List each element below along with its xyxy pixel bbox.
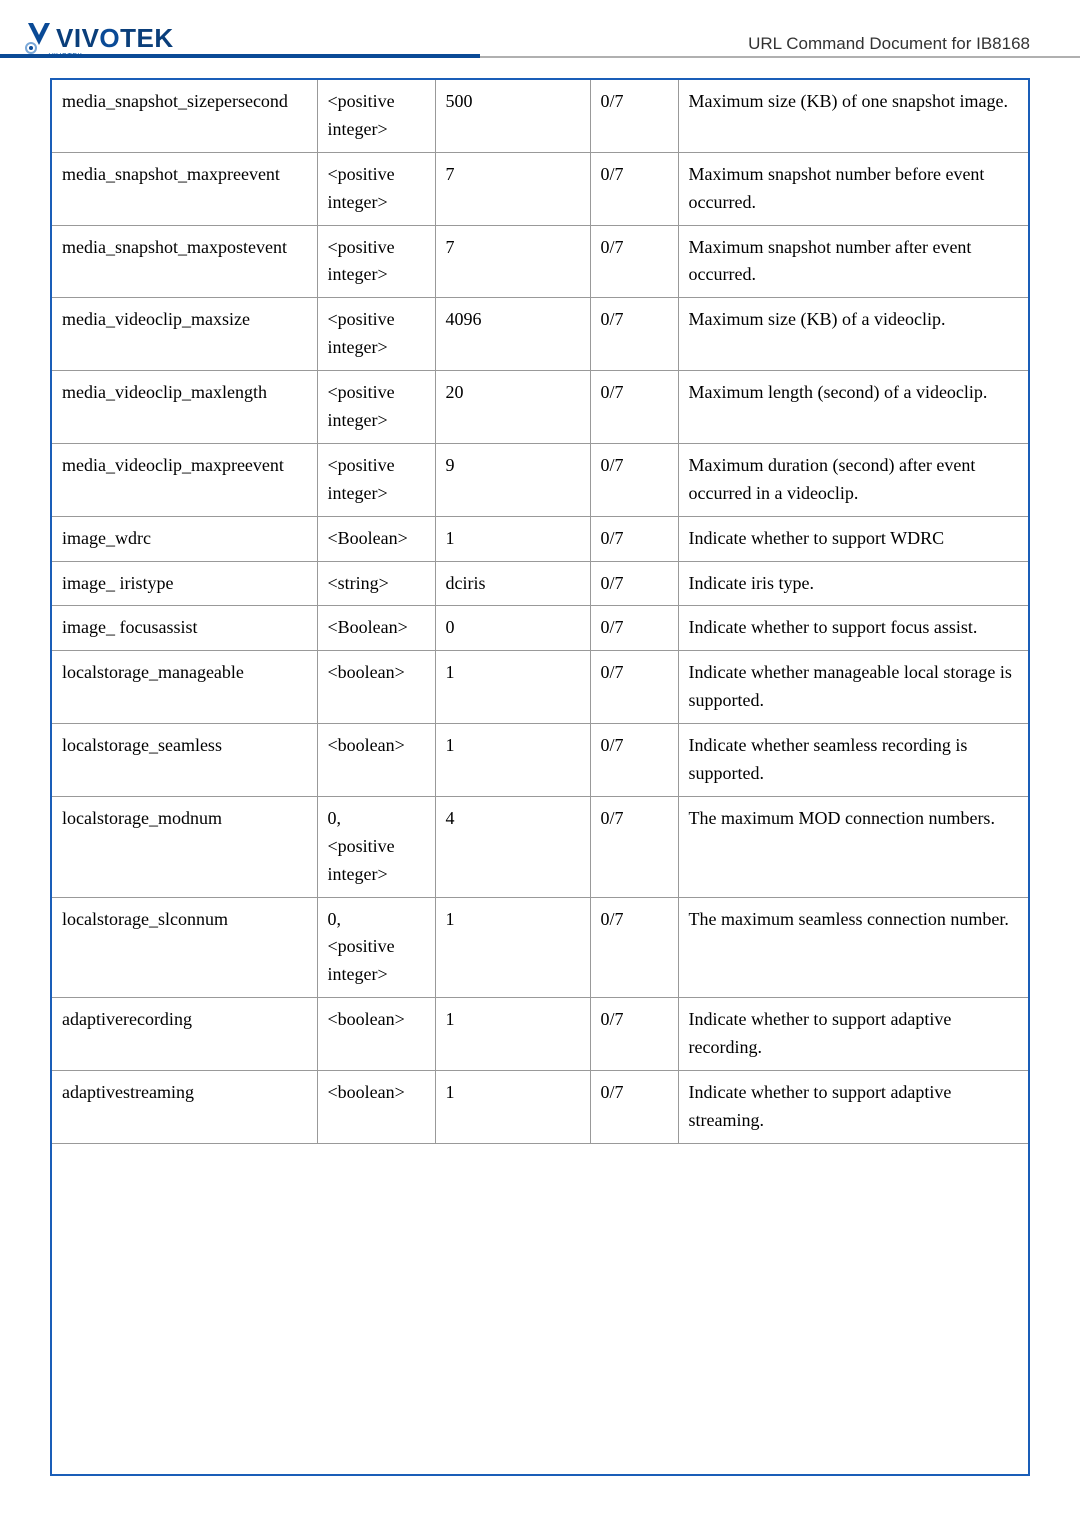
table-row: image_ focusassist<Boolean>00/7Indicate … bbox=[52, 606, 1028, 651]
param-security: 0/7 bbox=[590, 606, 678, 651]
param-default: 9 bbox=[435, 443, 590, 516]
table-row: localstorage_modnum0,<positive integer>4… bbox=[52, 796, 1028, 897]
table-row: media_videoclip_maxpreevent<positive int… bbox=[52, 443, 1028, 516]
param-security: 0/7 bbox=[590, 1071, 678, 1144]
param-security: 0/7 bbox=[590, 561, 678, 606]
table-row: image_ iristype<string>dciris0/7Indicate… bbox=[52, 561, 1028, 606]
param-security: 0/7 bbox=[590, 371, 678, 444]
param-desc: Indicate iris type. bbox=[678, 561, 1028, 606]
page-footer: User's Manual - 239 bbox=[905, 1489, 1030, 1505]
param-default: 1 bbox=[435, 516, 590, 561]
table-row: media_snapshot_maxpostevent<positive int… bbox=[52, 225, 1028, 298]
param-desc: Maximum size (KB) of one snapshot image. bbox=[678, 80, 1028, 152]
param-security: 0/7 bbox=[590, 443, 678, 516]
table-row: localstorage_manageable<boolean>10/7Indi… bbox=[52, 651, 1028, 724]
param-name: media_snapshot_maxpostevent bbox=[52, 225, 317, 298]
table-row: localstorage_seamless<boolean>10/7Indica… bbox=[52, 724, 1028, 797]
param-security: 0/7 bbox=[590, 724, 678, 797]
param-security: 0/7 bbox=[590, 796, 678, 897]
param-desc: Maximum size (KB) of a videoclip. bbox=[678, 298, 1028, 371]
table-row: adaptiverecording<boolean>10/7Indicate w… bbox=[52, 998, 1028, 1071]
param-desc: Indicate whether to support WDRC bbox=[678, 516, 1028, 561]
table-row: image_wdrc<Boolean>10/7Indicate whether … bbox=[52, 516, 1028, 561]
param-type: <positive integer> bbox=[317, 152, 435, 225]
param-type: <positive integer> bbox=[317, 80, 435, 152]
param-name: adaptiverecording bbox=[52, 998, 317, 1071]
param-desc: Indicate whether to support adaptive str… bbox=[678, 1071, 1028, 1144]
param-name: media_videoclip_maxlength bbox=[52, 371, 317, 444]
param-desc: Maximum snapshot number before event occ… bbox=[678, 152, 1028, 225]
param-name: adaptivestreaming bbox=[52, 1071, 317, 1144]
param-type: <boolean> bbox=[317, 724, 435, 797]
logo-mark-icon bbox=[25, 21, 53, 55]
param-desc: The maximum seamless connection number. bbox=[678, 897, 1028, 998]
param-desc: Indicate whether to support focus assist… bbox=[678, 606, 1028, 651]
param-name: image_ focusassist bbox=[52, 606, 317, 651]
logo: VIVOTEK bbox=[25, 21, 174, 55]
param-security: 0/7 bbox=[590, 152, 678, 225]
param-type: <boolean> bbox=[317, 1071, 435, 1144]
param-desc: Indicate whether manageable local storag… bbox=[678, 651, 1028, 724]
param-name: media_videoclip_maxsize bbox=[52, 298, 317, 371]
param-default: 1 bbox=[435, 998, 590, 1071]
param-default: 500 bbox=[435, 80, 590, 152]
param-type: <Boolean> bbox=[317, 606, 435, 651]
param-default: 1 bbox=[435, 1071, 590, 1144]
param-security: 0/7 bbox=[590, 298, 678, 371]
param-default: 1 bbox=[435, 724, 590, 797]
param-type: <boolean> bbox=[317, 651, 435, 724]
content-frame: media_snapshot_sizepersecond<positive in… bbox=[50, 78, 1030, 1476]
param-name: media_snapshot_maxpreevent bbox=[52, 152, 317, 225]
param-desc: Indicate whether to support adaptive rec… bbox=[678, 998, 1028, 1071]
param-default: 20 bbox=[435, 371, 590, 444]
header-divider bbox=[0, 56, 1080, 58]
page-header: VIVOTEK www.VIVOTEK.com URL Command Docu… bbox=[0, 0, 1080, 60]
param-type: <positive integer> bbox=[317, 443, 435, 516]
logo-text: VIVOTEK bbox=[56, 23, 174, 54]
table-row: localstorage_slconnum0,<positive integer… bbox=[52, 897, 1028, 998]
param-name: media_videoclip_maxpreevent bbox=[52, 443, 317, 516]
param-security: 0/7 bbox=[590, 651, 678, 724]
param-desc: Maximum length (second) of a videoclip. bbox=[678, 371, 1028, 444]
param-security: 0/7 bbox=[590, 80, 678, 152]
param-type: <Boolean> bbox=[317, 516, 435, 561]
param-default: 1 bbox=[435, 897, 590, 998]
param-desc: The maximum MOD connection numbers. bbox=[678, 796, 1028, 897]
param-name: image_wdrc bbox=[52, 516, 317, 561]
table-row: media_snapshot_maxpreevent<positive inte… bbox=[52, 152, 1028, 225]
param-name: localstorage_modnum bbox=[52, 796, 317, 897]
param-type: <positive integer> bbox=[317, 225, 435, 298]
param-default: 4 bbox=[435, 796, 590, 897]
param-type: 0,<positive integer> bbox=[317, 796, 435, 897]
param-desc: Maximum duration (second) after event oc… bbox=[678, 443, 1028, 516]
param-security: 0/7 bbox=[590, 516, 678, 561]
param-desc: Maximum snapshot number after event occu… bbox=[678, 225, 1028, 298]
param-default: 4096 bbox=[435, 298, 590, 371]
param-security: 0/7 bbox=[590, 225, 678, 298]
param-name: localstorage_seamless bbox=[52, 724, 317, 797]
table-row: media_videoclip_maxsize<positive integer… bbox=[52, 298, 1028, 371]
param-security: 0/7 bbox=[590, 897, 678, 998]
param-desc: Indicate whether seamless recording is s… bbox=[678, 724, 1028, 797]
param-name: localstorage_manageable bbox=[52, 651, 317, 724]
param-type: <string> bbox=[317, 561, 435, 606]
param-type: 0,<positive integer> bbox=[317, 897, 435, 998]
param-default: 7 bbox=[435, 225, 590, 298]
param-default: 1 bbox=[435, 651, 590, 724]
table-row: adaptivestreaming<boolean>10/7Indicate w… bbox=[52, 1071, 1028, 1144]
param-default: 0 bbox=[435, 606, 590, 651]
param-type: <positive integer> bbox=[317, 298, 435, 371]
param-default: dciris bbox=[435, 561, 590, 606]
param-default: 7 bbox=[435, 152, 590, 225]
parameter-table: media_snapshot_sizepersecond<positive in… bbox=[52, 80, 1028, 1144]
param-name: media_snapshot_sizepersecond bbox=[52, 80, 317, 152]
param-name: localstorage_slconnum bbox=[52, 897, 317, 998]
table-row: media_videoclip_maxlength<positive integ… bbox=[52, 371, 1028, 444]
param-security: 0/7 bbox=[590, 998, 678, 1071]
param-type: <boolean> bbox=[317, 998, 435, 1071]
table-row: media_snapshot_sizepersecond<positive in… bbox=[52, 80, 1028, 152]
param-name: image_ iristype bbox=[52, 561, 317, 606]
param-type: <positive integer> bbox=[317, 371, 435, 444]
